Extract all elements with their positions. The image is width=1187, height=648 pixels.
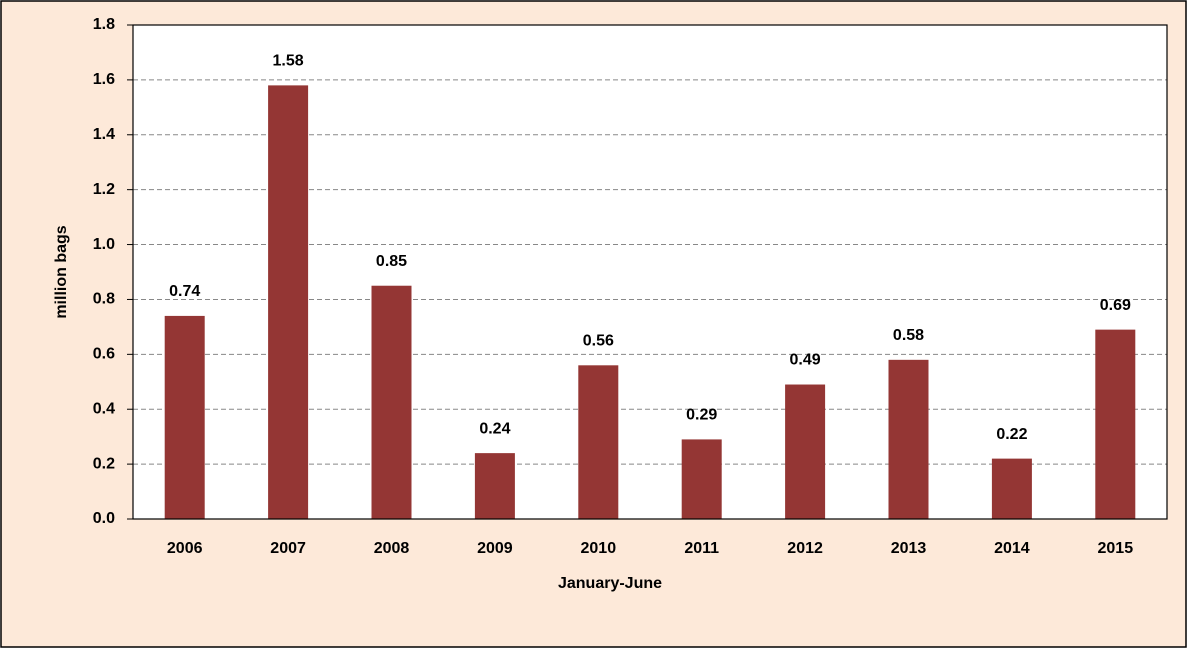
value-label: 0.58	[893, 327, 924, 344]
y-tick-label: 0.6	[93, 346, 115, 363]
x-tick-label: 2008	[374, 540, 410, 557]
y-tick-label: 1.4	[93, 126, 115, 143]
value-label: 0.22	[996, 426, 1027, 443]
value-label: 0.29	[686, 407, 717, 424]
x-tick-label: 2014	[994, 540, 1030, 557]
bar	[371, 285, 412, 519]
bar	[164, 315, 205, 519]
bar	[785, 384, 826, 519]
x-tick-label: 2011	[684, 540, 719, 557]
y-axis-title: million bags	[53, 225, 70, 318]
y-tick-label: 1.0	[93, 236, 115, 253]
y-tick-label: 0.2	[93, 455, 115, 472]
value-label: 0.85	[376, 253, 407, 270]
plot-border	[132, 24, 1168, 520]
y-tick-label: 1.8	[93, 16, 115, 33]
y-tick-label: 1.6	[93, 71, 115, 88]
value-label: 1.58	[273, 53, 304, 70]
bar	[888, 359, 929, 519]
x-tick-label: 2013	[891, 540, 927, 557]
x-tick-label: 2015	[1098, 540, 1134, 557]
x-tick-label: 2009	[477, 540, 513, 557]
value-label: 0.74	[169, 283, 200, 300]
bar	[268, 85, 309, 519]
value-label: 0.69	[1100, 297, 1131, 314]
x-tick-label: 2006	[167, 540, 203, 557]
value-label: 0.49	[790, 352, 821, 369]
y-tick-label: 0.4	[93, 400, 115, 417]
x-tick-label: 2010	[581, 540, 617, 557]
bar	[991, 458, 1032, 519]
bar	[578, 365, 619, 519]
value-label: 0.56	[583, 333, 614, 350]
y-tick-label: 0.0	[93, 510, 115, 527]
y-tick-label: 1.2	[93, 181, 115, 198]
value-label: 0.24	[479, 420, 510, 437]
bar	[1095, 329, 1136, 519]
bar	[681, 439, 722, 519]
x-tick-label: 2012	[787, 540, 823, 557]
x-tick-label: 2007	[270, 540, 306, 557]
x-axis-title: January-June	[558, 575, 662, 592]
y-tick-label: 0.8	[93, 291, 115, 308]
bar	[474, 453, 515, 519]
